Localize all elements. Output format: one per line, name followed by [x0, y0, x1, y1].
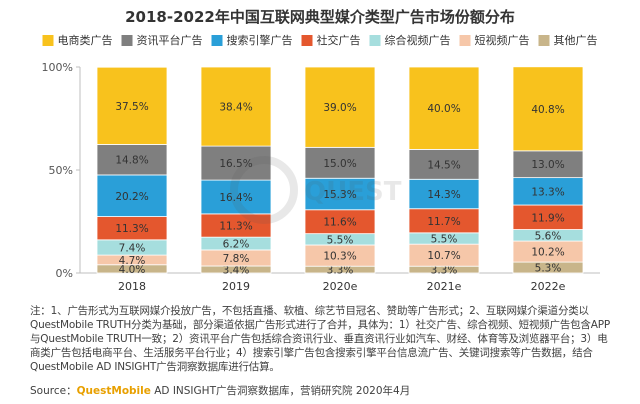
data-label: 15.3%	[323, 189, 356, 201]
x-tick-label: 2019	[222, 280, 250, 293]
bars: 4.0%4.7%7.4% 11.3% 20.2% 14.8% 37.5% 3.4%7.8%…	[96, 66, 584, 277]
data-label: 5.6%	[535, 230, 562, 242]
legend-swatch	[42, 35, 54, 46]
footnote: 注：1、广告形式为互联网媒介投放广告，不包括直播、软植、综艺节目冠名、赞助等广告…	[30, 305, 610, 373]
x-tick-label: 2021e	[427, 280, 462, 293]
legend-label: 其他广告	[553, 34, 597, 47]
bar-segment	[200, 179, 272, 215]
legend-swatch	[211, 35, 223, 46]
data-label: 11.9%	[531, 212, 564, 224]
data-label: 37.5%	[115, 101, 148, 113]
y-tick-label: 100%	[42, 61, 73, 74]
data-label: 10.2%	[531, 247, 564, 259]
data-label: 5.5%	[431, 233, 458, 245]
bar-segment	[408, 208, 480, 234]
data-label: 40.0%	[427, 103, 460, 115]
x-tick-label: 2020e	[323, 280, 358, 293]
data-label: 11.3%	[115, 223, 148, 235]
data-label: 39.0%	[323, 102, 356, 114]
bar-segment	[408, 178, 480, 210]
data-label: 10.7%	[427, 250, 460, 262]
data-label: 16.4%	[219, 192, 252, 204]
data-label: 15.0%	[323, 158, 356, 170]
data-label: 4.0%	[119, 264, 146, 276]
data-label: 13.0%	[531, 159, 564, 171]
bar-segment	[96, 144, 168, 176]
data-label: 7.4%	[119, 242, 146, 254]
data-label: 38.4%	[219, 102, 252, 114]
source-rest: AD INSIGHT广告洞察数据库，营销研究院 2020年4月	[150, 385, 411, 397]
legend-swatch	[301, 35, 313, 46]
bar-segment	[304, 146, 376, 179]
bar-segment	[200, 145, 272, 181]
data-label: 11.6%	[323, 217, 356, 229]
data-label: 3.4%	[223, 264, 250, 276]
legend-swatch	[121, 35, 133, 46]
bar-segment	[408, 148, 480, 180]
data-label: 5.3%	[535, 263, 562, 275]
data-label: 5.5%	[327, 234, 354, 246]
data-label: 4.7%	[119, 255, 146, 267]
bar-segment	[304, 177, 376, 211]
legend-swatch	[538, 35, 550, 46]
data-label: 11.3%	[219, 221, 252, 233]
data-label: 3.3%	[327, 265, 354, 277]
x-tick-label: 2018	[118, 280, 146, 293]
data-label: 7.8%	[223, 253, 250, 265]
data-label: 6.2%	[223, 239, 250, 251]
data-label: 20.2%	[115, 191, 148, 203]
legend-label: 电商类广告	[58, 33, 113, 47]
legend-label: 社交广告	[317, 33, 361, 47]
source-line: Source：QuestMobile AD INSIGHT广告洞察数据库，营销研…	[30, 383, 615, 398]
legend-label: 资讯平台广告	[137, 33, 203, 47]
bar-segment	[512, 204, 584, 230]
data-label: 16.5%	[219, 158, 252, 170]
chart-title: 2018-2022年中国互联网典型媒介类型广告市场份额分布	[125, 8, 515, 26]
y-tick-label: 0%	[56, 267, 73, 280]
legend-label: 搜索引擎广告	[227, 33, 293, 47]
source-prefix: Source：	[30, 385, 77, 397]
data-label: 10.3%	[323, 251, 356, 263]
data-label: 14.8%	[115, 155, 148, 167]
x-axis-labels: 2018 2019 2020e 2021e 2022e	[118, 280, 566, 293]
legend: 电商类广告 资讯平台广告 搜索引擎广告 社交广告 综合视频广告 短视频广告 其他广告	[42, 33, 597, 47]
data-label: 13.3%	[531, 186, 564, 198]
data-label: 14.5%	[427, 159, 460, 171]
data-label: 11.7%	[427, 216, 460, 228]
legend-label: 短视频广告	[474, 33, 529, 47]
bar-segment	[408, 66, 480, 150]
bar-segment	[200, 66, 272, 147]
y-tick-label: 50%	[49, 164, 73, 177]
legend-label: 综合视频广告	[384, 33, 450, 47]
x-tick-label: 2022e	[531, 280, 566, 293]
source-brand: QuestMobile	[76, 385, 151, 397]
bar-segment	[96, 174, 168, 217]
legend-swatch	[369, 35, 381, 46]
bar-segment	[304, 66, 376, 148]
bar-segment	[96, 66, 168, 145]
data-label: 14.3%	[427, 189, 460, 201]
bar-segment	[512, 66, 584, 152]
legend-swatch	[459, 35, 471, 46]
data-label: 3.3%	[431, 265, 458, 277]
data-label: 40.8%	[531, 104, 564, 116]
